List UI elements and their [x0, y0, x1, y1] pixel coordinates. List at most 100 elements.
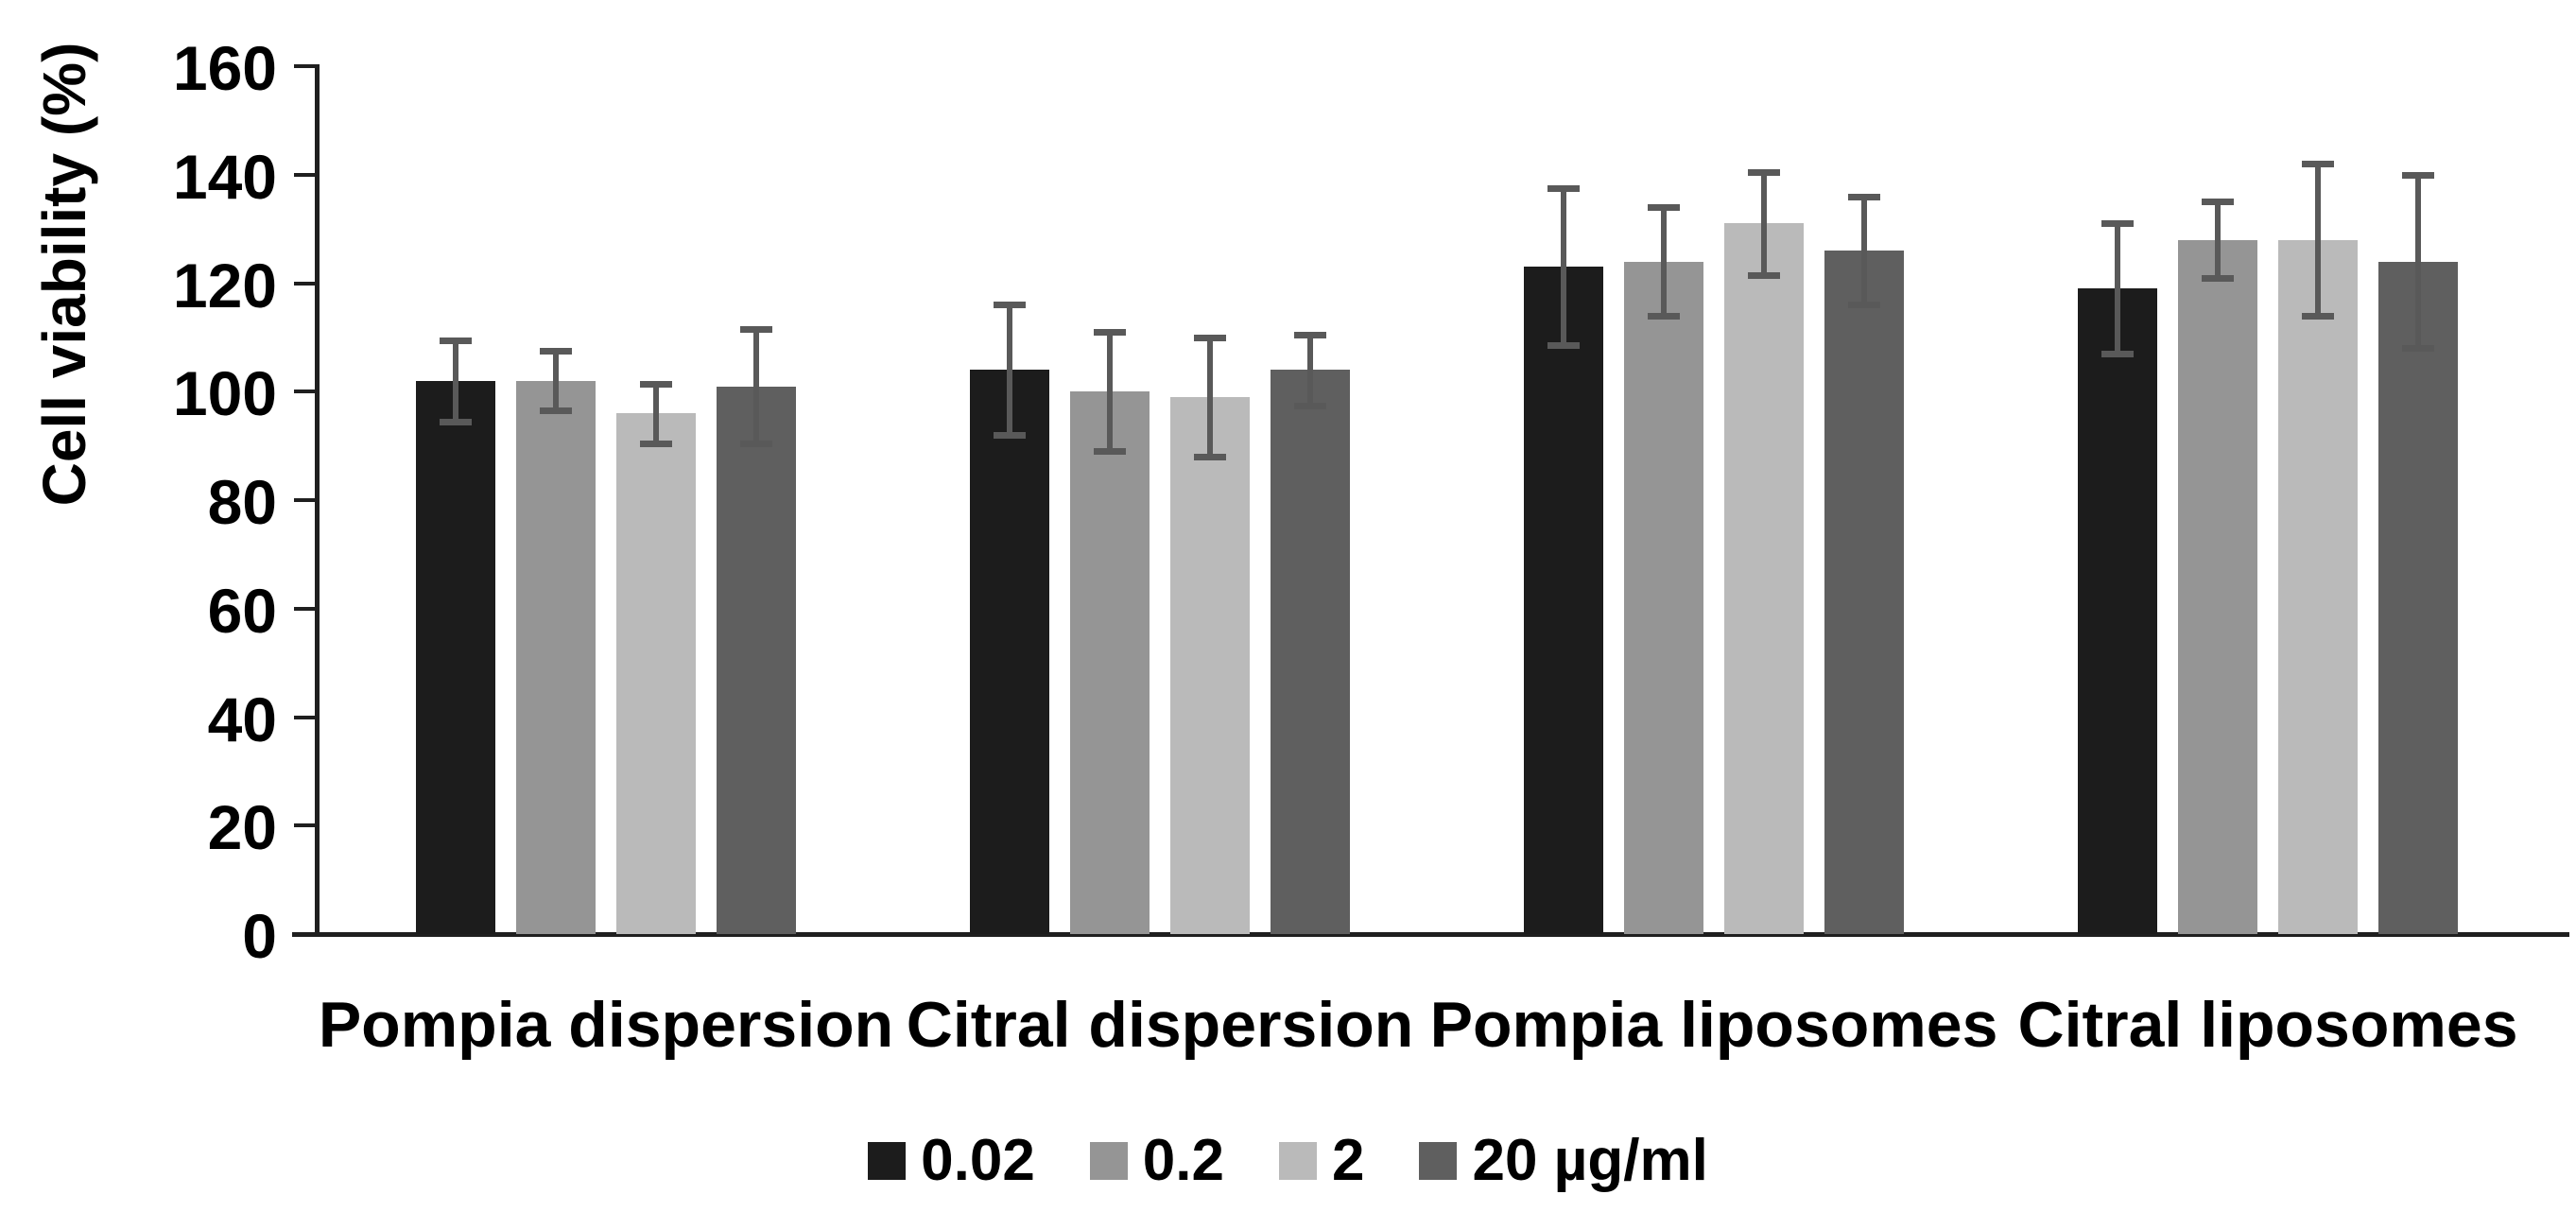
legend-swatch	[1279, 1142, 1317, 1180]
error-bar-cap-top	[640, 380, 672, 388]
error-bar-line	[1561, 188, 1566, 346]
error-bar-cap-bottom	[740, 440, 772, 447]
x-category-label: Citral dispersion	[906, 989, 1414, 1061]
error-bar-line	[2215, 201, 2221, 278]
error-bar-cap-bottom	[1648, 312, 1680, 320]
legend-label: 2	[1332, 1128, 1365, 1193]
error-bar-cap-bottom	[2402, 345, 2434, 353]
legend-item: 0.02	[868, 1132, 1035, 1190]
error-bar-cap-bottom	[640, 440, 672, 447]
error-bar-line	[1107, 332, 1113, 452]
legend-item: 20 µg/ml	[1419, 1128, 1708, 1193]
error-bar-cap-top	[1547, 185, 1580, 193]
error-bar-cap-bottom	[1294, 402, 1326, 409]
y-tick-mark	[294, 172, 319, 177]
bar	[1524, 267, 1603, 934]
bar	[717, 386, 796, 934]
bar	[516, 380, 596, 934]
error-bar-cap-bottom	[2101, 351, 2134, 358]
x-category-label: Pompia dispersion	[318, 989, 894, 1061]
legend-item: 0.2	[1089, 1128, 1224, 1193]
error-bar-line	[2315, 164, 2321, 316]
bar	[1170, 396, 1250, 934]
error-bar-line	[2415, 174, 2421, 349]
x-category-label: Pompia liposomes	[1429, 989, 1998, 1061]
legend-item: 2	[1279, 1132, 1364, 1190]
y-tick-mark	[294, 715, 319, 719]
bar	[1271, 370, 1350, 934]
error-bar-line	[1207, 337, 1213, 458]
error-bar-line	[453, 339, 458, 422]
error-bar-cap-top	[440, 337, 472, 344]
error-bar-cap-top	[540, 348, 572, 355]
error-bar-cap-top	[2202, 199, 2234, 206]
y-tick-mark	[294, 390, 319, 394]
legend-swatch	[868, 1142, 907, 1180]
error-bar-line	[1007, 304, 1012, 436]
legend: 0.02 0.2 2 20 µg/ml	[0, 1127, 2576, 1195]
bar	[970, 370, 1049, 934]
error-bar-cap-top	[1194, 334, 1226, 341]
error-bar-cap-bottom	[440, 418, 472, 425]
error-bar-line	[553, 351, 559, 411]
error-bar-cap-top	[2302, 161, 2334, 168]
error-bar-cap-top	[1294, 332, 1326, 338]
error-bar-line	[1307, 335, 1313, 406]
bar	[2178, 239, 2257, 934]
bar	[2078, 288, 2157, 934]
y-tick-mark	[294, 281, 319, 286]
error-bar-cap-top	[1848, 193, 1880, 200]
bar	[616, 413, 696, 934]
error-bar-cap-bottom	[1848, 302, 1880, 309]
error-bar-cap-top	[1094, 329, 1126, 337]
error-bar-cap-bottom	[1547, 342, 1580, 350]
y-tick-label: 120	[172, 250, 277, 320]
y-tick-label: 160	[172, 33, 277, 103]
y-tick-label: 40	[207, 684, 277, 754]
y-tick-mark	[294, 498, 319, 502]
error-bar-cap-top	[994, 302, 1026, 309]
y-tick-mark	[294, 606, 319, 611]
error-bar-line	[1861, 196, 1867, 305]
error-bar-cap-bottom	[1194, 454, 1226, 461]
error-bar-cap-bottom	[994, 432, 1026, 440]
bar	[1824, 251, 1904, 934]
x-category-label: Citral liposomes	[2017, 989, 2518, 1061]
bar	[1724, 223, 1804, 934]
y-tick-label: 140	[172, 141, 277, 212]
y-tick-label: 0	[242, 901, 277, 971]
error-bar-line	[653, 383, 659, 443]
error-bar-cap-bottom	[2202, 274, 2234, 282]
error-bar-cap-bottom	[540, 407, 572, 415]
y-tick-label: 80	[207, 467, 277, 537]
y-tick-mark	[294, 932, 319, 936]
legend-swatch	[1419, 1142, 1458, 1180]
bar	[2378, 261, 2458, 934]
error-bar-line	[2115, 223, 2120, 355]
bar	[1624, 261, 1703, 934]
legend-swatch	[1089, 1142, 1128, 1180]
y-tick-label: 60	[207, 575, 277, 646]
bar	[2278, 239, 2358, 934]
error-bar-line	[753, 329, 759, 443]
error-bar-line	[1661, 207, 1667, 316]
bar	[1070, 391, 1150, 934]
error-bar-cap-top	[2402, 171, 2434, 179]
legend-label: 0.02	[921, 1128, 1035, 1193]
x-axis-line	[292, 932, 2569, 937]
y-tick-label: 20	[207, 792, 277, 863]
error-bar-cap-top	[1648, 204, 1680, 212]
bar	[416, 380, 495, 934]
legend-label: 0.2	[1142, 1128, 1224, 1193]
y-tick-mark	[294, 823, 319, 828]
error-bar-cap-top	[2101, 220, 2134, 228]
legend-label: 20 µg/ml	[1472, 1128, 1708, 1193]
error-bar-cap-top	[740, 326, 772, 334]
error-bar-line	[1761, 171, 1767, 275]
y-tick-mark	[294, 64, 319, 68]
error-bar-cap-top	[1748, 168, 1780, 176]
error-bar-cap-bottom	[2302, 312, 2334, 320]
error-bar-cap-bottom	[1748, 271, 1780, 279]
error-bar-cap-bottom	[1094, 448, 1126, 456]
